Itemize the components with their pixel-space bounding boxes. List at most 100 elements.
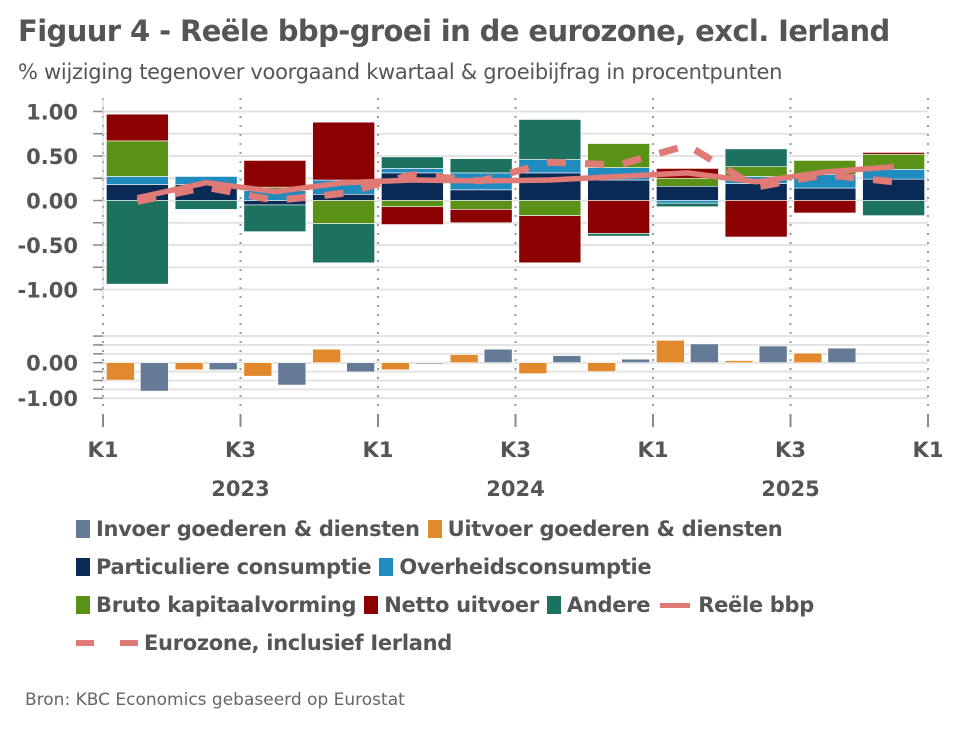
legend-row: Eurozone, inclusief Ierland — [76, 624, 822, 662]
chart-canvas: K1 K3 2023 K1 K3 2024 K1 K3 2025 K1 1.00 0.50 0.00 -0… — [17, 98, 943, 500]
bar-uitvoer — [106, 362, 135, 381]
bar-andere — [243, 204, 307, 232]
bar-invoer — [346, 362, 375, 373]
bar-bruto — [656, 177, 719, 187]
upper-y-tick-label: -1.00 — [17, 279, 78, 303]
legend-label: Netto uitvoer — [384, 593, 539, 617]
bar-uitvoer — [449, 354, 479, 364]
x-year-label: 2023 — [211, 477, 269, 500]
bar-uitvoer — [724, 360, 754, 364]
x-tick-label: K1 — [88, 438, 119, 462]
bar-invoer — [690, 343, 719, 364]
legend-swatch-overheid — [379, 558, 394, 576]
legend-label: Invoer goederen & diensten — [96, 517, 420, 541]
bar-netto — [106, 113, 169, 142]
x-tick-label: K3 — [500, 438, 531, 462]
bar-netto — [587, 200, 650, 234]
line-eurozone-incl-ierland — [136, 141, 894, 205]
legend-row: Particuliere consumptie Overheidsconsumpt… — [76, 548, 822, 586]
bar-netto — [449, 209, 513, 224]
legend-item: Netto uitvoer — [364, 586, 539, 624]
bar-invoer — [277, 362, 307, 386]
bar-andere — [518, 119, 582, 160]
bar-bruto — [449, 200, 513, 210]
legend-dash-swatch — [76, 640, 138, 646]
bar-uitvoer — [174, 362, 204, 371]
bar-netto — [724, 200, 788, 238]
lines-layer — [136, 141, 894, 205]
bar-overheid — [106, 176, 169, 185]
line-reele-bbp — [136, 163, 894, 201]
bar-invoer — [758, 345, 788, 364]
bar-bruto — [381, 200, 444, 208]
legend-label: Eurozone, inclusief Ierland — [144, 631, 453, 655]
legend-item: Bruto kapitaalvorming — [76, 586, 357, 624]
legend-swatch-particuliere — [76, 558, 90, 576]
bar-particuliere — [793, 187, 857, 201]
legend-item: Eurozone, inclusief Ierland — [76, 624, 452, 662]
legend-swatch-bruto — [76, 596, 90, 614]
x-year-label: 2024 — [486, 477, 544, 500]
dash-segment — [120, 640, 138, 646]
dash-segment — [76, 640, 94, 646]
bars-layer — [106, 113, 925, 392]
bar-netto — [793, 200, 857, 214]
x-tick-label: K3 — [775, 438, 806, 462]
bar-invoer — [621, 358, 650, 363]
bar-andere — [656, 202, 719, 208]
bar-netto — [312, 121, 375, 181]
bar-netto — [518, 215, 582, 264]
upper-y-tick-label: -0.50 — [17, 234, 78, 258]
x-tick-label: K1 — [363, 438, 394, 462]
upper-y-tick-label: 0.00 — [26, 190, 78, 214]
chart-title: Figuur 4 - Reële bbp-groei in de eurozon… — [18, 14, 890, 48]
legend-item: Andere — [546, 586, 651, 624]
legend-swatch-uitvoer — [427, 520, 442, 538]
legend-label: Overheidsconsumptie — [399, 555, 652, 579]
legend-label: Reële bbp — [698, 593, 815, 617]
x-year-label: 2025 — [761, 477, 819, 500]
legend-item: Particuliere consumptie — [76, 548, 372, 586]
legend-item: Overheidsconsumptie — [379, 548, 652, 586]
bar-particuliere — [862, 178, 925, 201]
legend-row: Bruto kapitaalvorming Netto uitvoer Andere… — [76, 586, 822, 624]
bar-uitvoer — [243, 362, 273, 377]
legend-label: Andere — [566, 593, 651, 617]
x-tick-label: K3 — [225, 438, 256, 462]
lower-y-tick-label: -1.00 — [17, 387, 78, 411]
bar-invoer — [208, 362, 238, 371]
bar-andere — [862, 200, 925, 216]
bar-andere — [724, 148, 788, 167]
bar-bruto — [312, 200, 375, 224]
legend-row: Invoer goederen & diensten Uitvoer goeder… — [76, 510, 822, 548]
legend-line-swatch — [660, 602, 691, 608]
bar-andere — [587, 233, 650, 237]
legend-item: Reële bbp — [658, 586, 814, 624]
source-note: Bron: KBC Economics gebaseerd op Eurosta… — [25, 690, 405, 710]
legend-swatch-andere — [546, 596, 561, 614]
bar-particuliere — [587, 179, 650, 201]
x-tick-label: K1 — [913, 438, 944, 462]
legend-item: Uitvoer goederen & diensten — [427, 510, 783, 548]
bar-particuliere — [449, 189, 513, 201]
bar-uitvoer — [793, 352, 823, 363]
legend-swatch-netto — [364, 596, 379, 614]
bar-uitvoer — [656, 340, 685, 363]
legend-label: Uitvoer goederen & diensten — [447, 517, 783, 541]
bar-uitvoer — [518, 362, 548, 375]
axis-layer: K1 K3 2023 K1 K3 2024 K1 K3 2025 K1 1.00 0.50 0.00 -0… — [17, 98, 943, 500]
bar-netto — [243, 160, 307, 188]
upper-y-tick-label: 1.00 — [26, 101, 78, 125]
bar-overheid — [656, 200, 719, 204]
bar-netto — [381, 206, 444, 225]
bar-invoer — [140, 362, 169, 392]
bar-netto — [862, 152, 925, 155]
bar-bruto — [106, 140, 169, 177]
bar-andere — [106, 200, 169, 285]
legend-item: Invoer goederen & diensten — [76, 510, 420, 548]
bar-particuliere — [312, 193, 375, 201]
bar-bruto — [518, 200, 582, 216]
bar-invoer — [552, 355, 582, 364]
bar-andere — [174, 200, 238, 210]
bar-andere — [449, 158, 513, 174]
